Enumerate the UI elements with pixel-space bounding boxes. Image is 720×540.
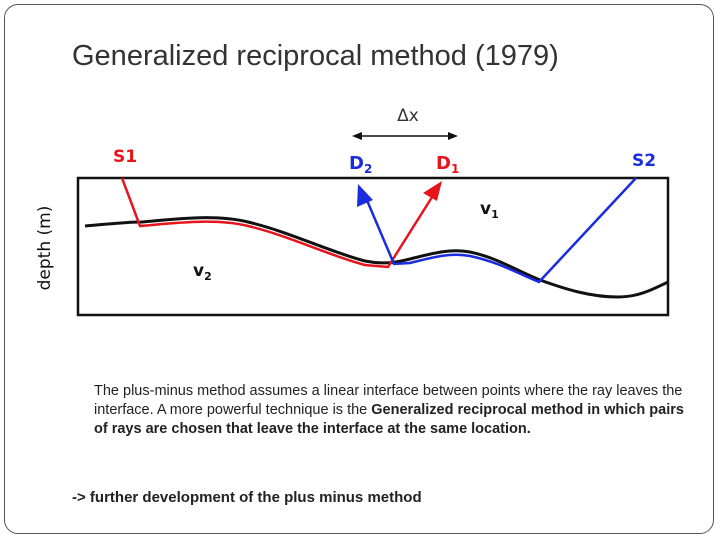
footnote: -> further development of the plus minus…: [72, 489, 422, 506]
red-ray-arrowhead: [423, 181, 442, 201]
delta-x-arrowhead-left: [352, 132, 362, 140]
v2-label: v2: [193, 261, 212, 283]
s1-label: S1: [113, 147, 137, 167]
delta-x-arrowhead-right: [448, 132, 458, 140]
red-ray-s1: [120, 177, 436, 269]
delta-x-label: Δx: [397, 106, 419, 126]
d1-label: D1: [436, 153, 459, 176]
description-bold-text: Generalized reciprocal method in which p…: [94, 402, 684, 437]
description-text: The plus-minus method assumes a linear i…: [94, 383, 683, 418]
interface-line: [84, 216, 669, 299]
blue-ray-arrowhead: [357, 184, 373, 207]
figure-frame: [76, 176, 670, 317]
v1-label: v1: [480, 199, 499, 221]
s2-label: S2: [632, 151, 656, 171]
d2-label: D2: [349, 153, 372, 176]
blue-ray-s2: [364, 177, 637, 284]
slide: [4, 4, 714, 534]
y-axis-label: depth (m): [35, 206, 55, 291]
slide-title: Generalized reciprocal method (1979): [72, 40, 559, 72]
description-paragraph: The plus-minus method assumes a linear i…: [94, 382, 684, 439]
